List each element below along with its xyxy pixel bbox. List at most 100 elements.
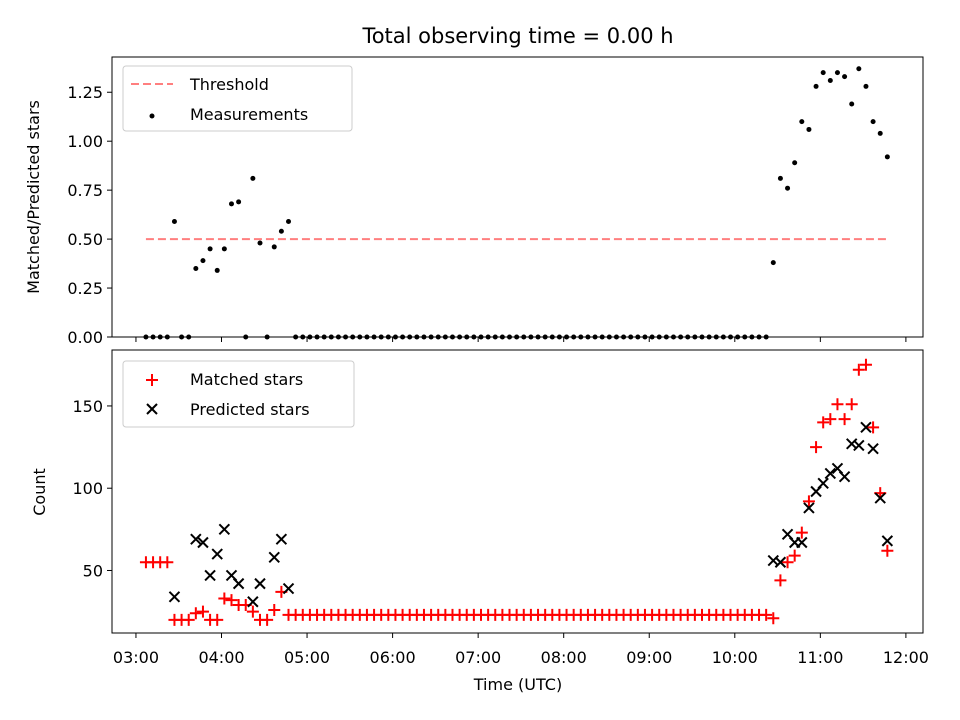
predicted-star-point [881,535,894,547]
predicted-star-point [168,591,181,603]
predicted-star-point [218,523,231,536]
top-x-ticks [135,337,907,342]
measurement-point [200,258,206,264]
matched-star-point [788,549,801,562]
measurement-point [777,175,783,181]
predicted-star-point [860,421,872,434]
predicted-star-point [197,536,209,549]
bottom-legend: Matched stars Predicted stars [122,360,355,428]
predicted-star-point [232,577,245,590]
top-y-tick-label: 0.50 [67,230,103,249]
top-axes-frame [111,56,924,338]
predicted-star-point [796,536,808,549]
top-legend: Threshold Measurements [122,65,353,132]
measurement-point [827,77,833,83]
x-tick-label: 07:00 [455,648,501,667]
matched-star-point [781,556,794,569]
predicted-star-point [268,551,280,564]
measurement-point [863,83,869,89]
matched-star-point [246,605,259,618]
matched-star-point [831,398,844,411]
measurement-point [271,244,277,250]
measurement-point [877,130,883,136]
matched-star-point [867,421,880,434]
top-y-tick-label: 1.00 [67,132,103,151]
measurement-point [193,265,199,271]
top-y-tick-label: 0.00 [67,328,103,347]
matched-star-point [268,603,281,616]
measurement-point [785,185,791,191]
predicted-star-point [867,443,879,455]
predicted-star-point [247,596,259,608]
top-y-tick-label: 1.25 [67,83,103,102]
measurement-point [842,74,848,80]
x-tick-label: 12:00 [883,648,929,667]
measurement-point [813,83,819,89]
top-legend-box [122,65,353,132]
matched-star-point [218,592,231,605]
matched-star-point [774,574,787,587]
matched-star-point [211,613,224,626]
measurement-point [870,119,876,125]
predicted-star-point [774,556,787,568]
matched-star-point [261,613,274,626]
legend-threshold-label: Threshold [189,75,269,94]
x-tick-label: 05:00 [284,648,330,667]
measurement-point [207,246,213,252]
measurement-point [856,66,862,72]
measurement-point [171,218,177,224]
x-tick-label: 11:00 [797,648,843,667]
matched-star-point [225,594,238,607]
x-tick-label: 06:00 [370,648,416,667]
bottom-y-axis-label: Count [30,468,49,516]
bottom-axes-frame [111,349,924,634]
matched-star-point [845,398,858,411]
measurement-point [792,160,798,166]
x-axis-label: Time (UTC) [473,675,562,694]
legend-predicted-swatch [146,403,158,415]
measurement-point [257,240,263,246]
x-tick-label: 09:00 [626,648,672,667]
matched-star-point [189,607,202,620]
legend-measurements-swatch [149,113,155,119]
x-tick-label: 03:00 [113,648,159,667]
matched-star-point [760,608,773,621]
bottom-y-tick-label: 50 [83,561,103,580]
matched-star-point [795,526,808,539]
bottom-legend-box [122,360,355,428]
predicted-star-point [211,548,223,560]
legend-measurements-label: Measurements [190,105,308,124]
top-y-axis-label: Matched/Predicted stars [24,100,43,294]
top-y-tick-label: 0.75 [67,181,103,200]
predicted-star-point [824,467,837,480]
x-tick-label: 10:00 [712,648,758,667]
matched-star-point [852,363,865,376]
matched-star-point [817,416,830,429]
measurement-point [236,199,242,205]
measurement-point [834,70,840,76]
matched-star-point [196,605,209,618]
measurement-point [849,101,855,107]
legend-matched-swatch [146,374,158,386]
matched-star-point [881,544,894,557]
predicted-star-point [254,577,266,590]
matched-star-point [810,441,823,454]
measurement-point [214,267,220,273]
top-panel: 0.00 0.25 0.50 0.75 1.00 1.25 Matched/Predict… [24,56,924,347]
measurement-point [770,260,776,266]
matched-star-point [161,556,174,569]
bottom-x-axis: 03:00 04:00 05:00 06:00 07:00 08:00 09:00 10:00… [113,633,929,667]
predicted-star-point [803,502,815,514]
matched-star-point [802,495,815,508]
legend-predicted-label: Predicted stars [190,400,310,419]
measurement-point [228,201,234,207]
predicted-star-point [817,477,829,489]
matched-star-point [838,413,851,426]
predicted-star-point [853,439,865,452]
legend-matched-label: Matched stars [190,370,303,389]
measurement-point [799,119,805,125]
predicted-star-point [190,533,202,545]
predicted-star-point [275,533,288,545]
top-plot-area [143,66,890,340]
